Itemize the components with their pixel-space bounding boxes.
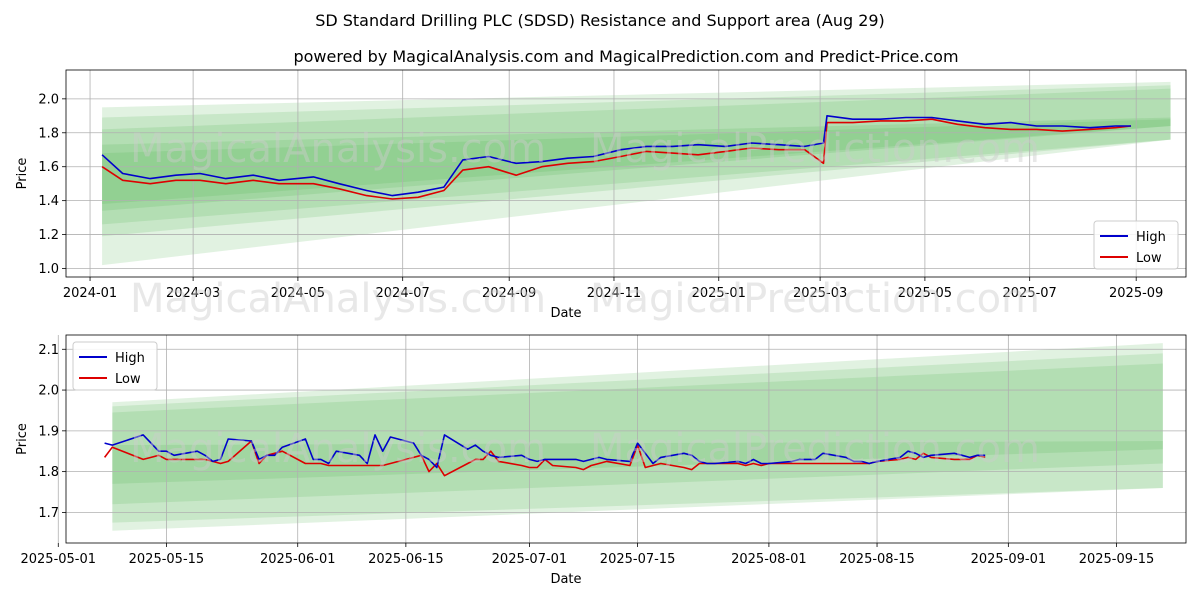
x-tick-label: 2024-11 xyxy=(587,286,641,301)
x-tick-label: 2025-07-01 xyxy=(492,552,568,567)
support-resistance-band-4 xyxy=(102,117,1171,211)
x-tick-label: 2025-07 xyxy=(1003,286,1057,301)
watermark-text: MagicalAnalysis.com xyxy=(130,126,546,172)
y-tick-label: 2.0 xyxy=(38,92,59,107)
x-tick-label: 2025-05 xyxy=(898,286,952,301)
series-line-high xyxy=(104,434,986,469)
y-axis-label: Price xyxy=(15,158,30,190)
x-tick-label: 2024-03 xyxy=(166,286,220,301)
x-tick-label: 2024-09 xyxy=(482,286,536,301)
support-resistance-band-2 xyxy=(102,85,1171,237)
y-tick-label: 1.6 xyxy=(38,160,59,175)
series-line-high xyxy=(101,115,1131,197)
y-axis-label: Price xyxy=(15,423,30,455)
x-axis-label: Date xyxy=(550,306,581,321)
y-tick-label: 1.2 xyxy=(38,228,59,243)
x-tick-label: 2025-08-01 xyxy=(731,552,807,567)
watermark-text: MagicalPrediction.com xyxy=(590,126,1040,172)
x-tick-label: 2025-07-15 xyxy=(600,552,676,567)
x-tick-label: 2025-03 xyxy=(793,286,847,301)
chart-subtitle: powered by MagicalAnalysis.com and Magic… xyxy=(293,47,958,66)
x-tick-label: 2025-01 xyxy=(692,286,746,301)
x-tick-label: 2025-06-15 xyxy=(368,552,444,567)
x-tick-label: 2024-05 xyxy=(271,286,325,301)
chart-panel-2: 2025-05-01 2025-05-15 2025-06-01 2025-06-15… xyxy=(15,334,1187,587)
legend-label-high: High xyxy=(115,351,145,366)
series-layer xyxy=(103,434,986,477)
series-line-low xyxy=(101,118,1132,200)
legend: High Low xyxy=(1093,220,1179,270)
watermark-text: MagicalAnalysis.com xyxy=(130,276,546,322)
x-tick-label: 2025-06-01 xyxy=(260,552,336,567)
y-tick-label: 1.8 xyxy=(38,465,59,480)
band-layer xyxy=(102,81,1171,266)
legend-label-low: Low xyxy=(115,372,141,387)
y-tick-label: 1.9 xyxy=(38,424,59,439)
support-resistance-band-1 xyxy=(102,81,1171,266)
y-tick-label: 1.7 xyxy=(38,506,59,521)
chart-panel-1: 2024-01 2024-03 2024-05 2024-07 2024-09 2024-… xyxy=(15,69,1187,321)
x-tick-label: 2025-05-15 xyxy=(129,552,205,567)
y-tick-label: 2.1 xyxy=(38,343,59,358)
series-line-low xyxy=(103,440,986,477)
watermark-text: MagicalAnalysis.com xyxy=(130,426,546,472)
watermark-text: MagicalPrediction.com xyxy=(590,426,1040,472)
support-resistance-band-5 xyxy=(102,119,1171,205)
x-tick-label: 2025-09-01 xyxy=(971,552,1047,567)
legend-label-high: High xyxy=(1136,230,1166,245)
charts-layer: 2024-01 2024-03 2024-05 2024-07 2024-09 2024-… xyxy=(15,69,1187,587)
x-tick-label: 2025-08-15 xyxy=(839,552,915,567)
chart-title: SD Standard Drilling PLC (SDSD) Resistan… xyxy=(315,11,885,30)
y-tick-label: 1.8 xyxy=(38,126,59,141)
legend: High Low xyxy=(72,341,158,391)
y-tick-label: 2.0 xyxy=(38,384,59,399)
watermarks-layer: MagicalAnalysis.com MagicalAnalysis.com Ma… xyxy=(130,126,1040,472)
x-tick-label: 2024-07 xyxy=(376,286,430,301)
x-tick-label: 2025-09-15 xyxy=(1079,552,1155,567)
watermark-text: MagicalPrediction.com xyxy=(590,276,1040,322)
x-axis-label: Date xyxy=(550,572,581,587)
plot-frame xyxy=(65,334,1187,544)
plot-frame xyxy=(65,69,1187,278)
y-tick-label: 1.0 xyxy=(38,262,59,277)
y-tick-label: 1.4 xyxy=(38,194,59,209)
x-tick-label: 2025-05-01 xyxy=(20,552,96,567)
series-layer xyxy=(101,115,1132,200)
x-tick-label: 2025-09 xyxy=(1109,286,1163,301)
legend-label-low: Low xyxy=(1136,251,1162,266)
x-tick-label: 2024-01 xyxy=(63,286,117,301)
